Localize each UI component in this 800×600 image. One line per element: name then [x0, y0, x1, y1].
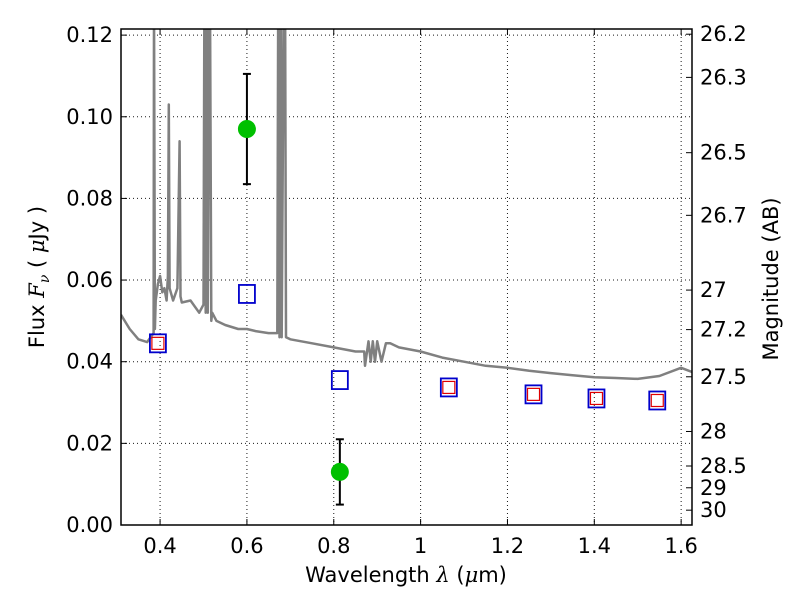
model-photometry-marker [149, 333, 167, 354]
y2-tick-label: 28 [700, 419, 727, 443]
y-axis-title: Flux Fν ( μJy ) [25, 206, 53, 348]
observed-photometry-marker [589, 391, 604, 406]
model-photometry-marker [587, 388, 606, 409]
y-tick-label: 0.12 [66, 23, 113, 47]
x-tick-label: 1.6 [664, 534, 697, 558]
x-tick-label: 1.4 [578, 534, 611, 558]
observed-photometry-marker [442, 380, 456, 395]
y-tick-label: 0.10 [66, 105, 113, 129]
model-spectrum-line [121, 29, 692, 381]
y2-tick-label: 26.2 [700, 22, 747, 46]
x-tick-label: 0.8 [317, 534, 350, 558]
markers-layer [149, 72, 667, 506]
y2-tick-label: 26.3 [700, 65, 747, 89]
model-photometry-marker [238, 284, 256, 304]
x-tick-label: 1.2 [491, 534, 524, 558]
y2-tick-label: 26.5 [700, 141, 747, 165]
y2-tick-label: 28.5 [700, 454, 747, 478]
detection-point [237, 120, 256, 139]
axis-ticks: 0.4 0.6 0.8 1 1.2 1.4 1.6 0.00 0.02 0.04 0.06 0.08 0… [66, 22, 747, 558]
observed-photometry-marker [526, 387, 541, 401]
x-tick-label: 0.6 [230, 534, 263, 558]
y2-tick-label: 27.2 [700, 318, 747, 342]
observed-photometry-marker [650, 393, 664, 408]
y2-tick-label: 29 [700, 476, 727, 500]
detection-point [330, 462, 349, 481]
y2-tick-label: 27.5 [700, 365, 747, 389]
y-tick-label: 0.04 [66, 350, 113, 374]
y-tick-label: 0.06 [66, 268, 113, 292]
observed-photometry-marker [151, 336, 165, 350]
x-tick-label: 1 [414, 534, 427, 558]
model-photometry-marker [524, 384, 543, 405]
model-photometry-marker [330, 370, 349, 390]
y2-tick-label: 27 [700, 278, 727, 302]
y2-tick-label: 26.7 [700, 203, 747, 227]
x-tick-label: 0.4 [143, 534, 176, 558]
model-photometry-marker [439, 377, 458, 398]
y-tick-label: 0.00 [66, 513, 113, 537]
y2-axis-title: Magnitude (AB) [759, 197, 783, 360]
plot-frame [120, 28, 693, 526]
y2-tick-label: 30 [700, 498, 727, 522]
model-spectrum-layer [121, 29, 692, 381]
y-tick-label: 0.08 [66, 186, 113, 210]
y-tick-label: 0.02 [66, 431, 113, 455]
x-axis-title: Wavelength λ (μm) [305, 563, 507, 587]
model-photometry-marker [648, 390, 667, 411]
